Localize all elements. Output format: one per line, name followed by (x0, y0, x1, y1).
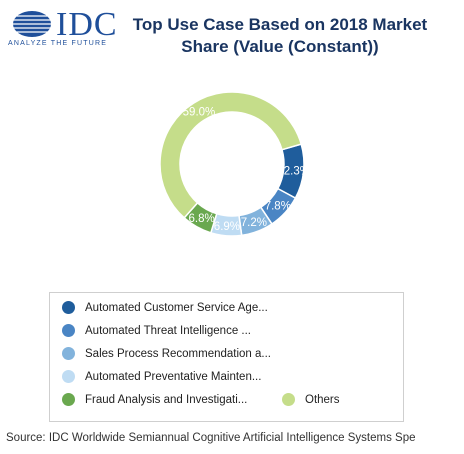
legend-swatch (62, 301, 75, 314)
legend-swatch (62, 347, 75, 360)
logo-tagline: ANALYZE THE FUTURE (8, 40, 108, 47)
legend-item: Fraud Analysis and Investigati... (62, 393, 247, 406)
legend-label: Automated Customer Service Age... (85, 301, 268, 314)
legend-label: Sales Process Recommendation a... (85, 347, 272, 360)
source-note: Source: IDC Worldwide Semiannual Cogniti… (6, 432, 416, 444)
legend-label: Automated Threat Intelligence ... (85, 324, 251, 337)
legend-item: Automated Threat Intelligence ... (62, 324, 251, 337)
legend-label: Others (305, 393, 340, 406)
donut-chart: 12.3% 7.8% 7.2%6.9%6.8% 59.0% (159, 91, 310, 237)
chart-title: Top Use Case Based on 2018 Market Share … (130, 14, 430, 58)
legend-item: Others (282, 393, 340, 406)
chart-title-line-2: Share (Value (Constant)) (181, 37, 379, 56)
slice-label: 7.2% (241, 217, 267, 229)
legend-swatch (62, 324, 75, 337)
donut-slice (159, 91, 303, 219)
chart-title-line-1: Top Use Case Based on 2018 Market (132, 15, 428, 34)
legend-label: Automated Preventative Mainten... (85, 370, 262, 383)
legend-item: Automated Customer Service Age... (62, 301, 268, 314)
slice-label: 6.9% (214, 221, 240, 233)
legend-item: Sales Process Recommendation a... (62, 347, 271, 360)
legend-label: Fraud Analysis and Investigati... (85, 393, 248, 406)
slice-label: 12.3% (277, 166, 310, 178)
slice-label: 59.0% (183, 107, 216, 119)
slice-label: 6.8% (188, 213, 214, 225)
legend-swatch (62, 370, 75, 383)
legend-swatch (282, 393, 295, 406)
chart-legend: Automated Customer Service Age... Automat… (49, 292, 404, 422)
idc-logo: IDC ANALYZE THE FUTURE (6, 6, 126, 52)
logo-text: IDC (56, 6, 118, 43)
slice-label: 7.8% (265, 201, 291, 213)
globe-icon (13, 11, 51, 37)
legend-swatch (62, 393, 75, 406)
legend-item: Automated Preventative Mainten... (62, 370, 261, 383)
